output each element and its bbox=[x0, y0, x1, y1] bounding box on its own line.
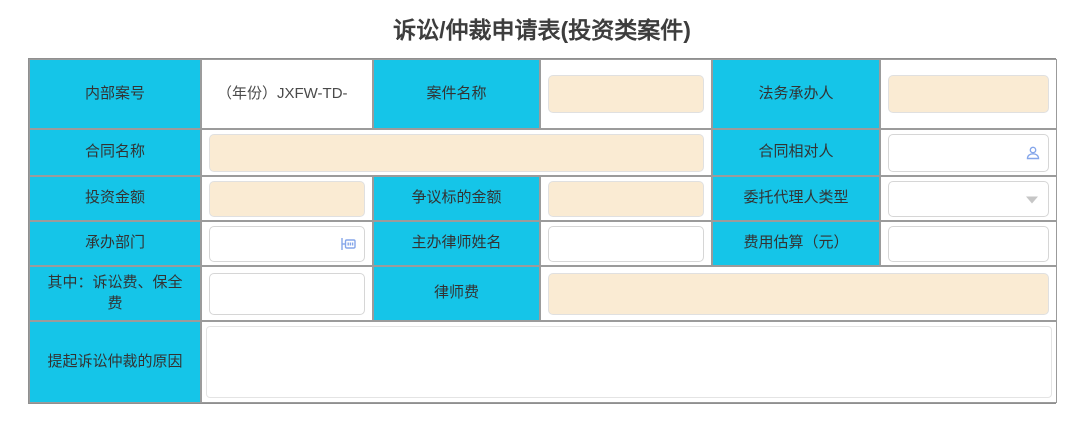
contract-name-label: 合同名称 bbox=[29, 129, 201, 176]
legal-handler-label: 法务承办人 bbox=[712, 59, 880, 129]
reason-label: 提起诉讼仲裁的原因 bbox=[29, 321, 201, 403]
person-icon[interactable] bbox=[1025, 145, 1041, 161]
agent-type-cell bbox=[880, 176, 1057, 221]
disputed-amount-cell bbox=[540, 176, 712, 221]
application-form-table: 内部案号 （年份）JXFW-TD- 案件名称 法务承办人 合同名称 合同相对人 … bbox=[28, 58, 1057, 404]
lawyer-fee-cell bbox=[540, 266, 1057, 321]
internal-case-no-cell[interactable]: （年份）JXFW-TD- bbox=[201, 59, 373, 129]
cost-estimate-input[interactable] bbox=[888, 225, 1049, 262]
disputed-amount-input[interactable] bbox=[548, 180, 704, 217]
internal-case-no-label: 内部案号 bbox=[29, 59, 201, 129]
agent-type-input[interactable] bbox=[888, 180, 1049, 217]
cost-estimate-label: 费用估算（元） bbox=[712, 221, 880, 266]
internal-case-no-field[interactable]: （年份）JXFW-TD- bbox=[217, 85, 348, 103]
reason-textarea[interactable] bbox=[206, 326, 1052, 398]
investment-amount-input[interactable] bbox=[209, 180, 365, 217]
lawyer-fee-input[interactable] bbox=[548, 272, 1049, 315]
legal-handler-cell bbox=[880, 59, 1057, 129]
department-picker-icon[interactable] bbox=[340, 236, 357, 251]
handling-department-cell bbox=[201, 221, 373, 266]
chevron-down-icon[interactable] bbox=[1026, 196, 1038, 204]
contract-counterparty-input[interactable] bbox=[888, 133, 1049, 172]
handling-department-label: 承办部门 bbox=[29, 221, 201, 266]
lead-lawyer-name-label: 主办律师姓名 bbox=[373, 221, 540, 266]
investment-amount-cell bbox=[201, 176, 373, 221]
disputed-amount-label: 争议标的金额 bbox=[373, 176, 540, 221]
contract-counterparty-label: 合同相对人 bbox=[712, 129, 880, 176]
lawyer-fee-label: 律师费 bbox=[373, 266, 540, 321]
litigation-preservation-fee-input[interactable] bbox=[209, 272, 365, 315]
contract-name-cell bbox=[201, 129, 712, 176]
contract-counterparty-cell bbox=[880, 129, 1057, 176]
agent-type-label: 委托代理人类型 bbox=[712, 176, 880, 221]
case-name-input[interactable] bbox=[548, 75, 704, 113]
contract-name-input[interactable] bbox=[209, 133, 704, 172]
lead-lawyer-name-input[interactable] bbox=[548, 225, 704, 262]
lead-lawyer-name-cell bbox=[540, 221, 712, 266]
case-name-label: 案件名称 bbox=[373, 59, 540, 129]
agent-type-select[interactable] bbox=[888, 180, 1049, 217]
cost-estimate-cell bbox=[880, 221, 1057, 266]
handling-department-input[interactable] bbox=[209, 225, 365, 262]
case-name-cell bbox=[540, 59, 712, 129]
investment-amount-label: 投资金额 bbox=[29, 176, 201, 221]
legal-handler-input[interactable] bbox=[888, 75, 1049, 113]
reason-cell bbox=[201, 321, 1057, 403]
litigation-preservation-fee-cell bbox=[201, 266, 373, 321]
page-title: 诉讼/仲裁申请表(投资类案件) bbox=[393, 17, 691, 43]
litigation-preservation-fee-label: 其中：诉讼费、保全费 bbox=[29, 266, 201, 321]
